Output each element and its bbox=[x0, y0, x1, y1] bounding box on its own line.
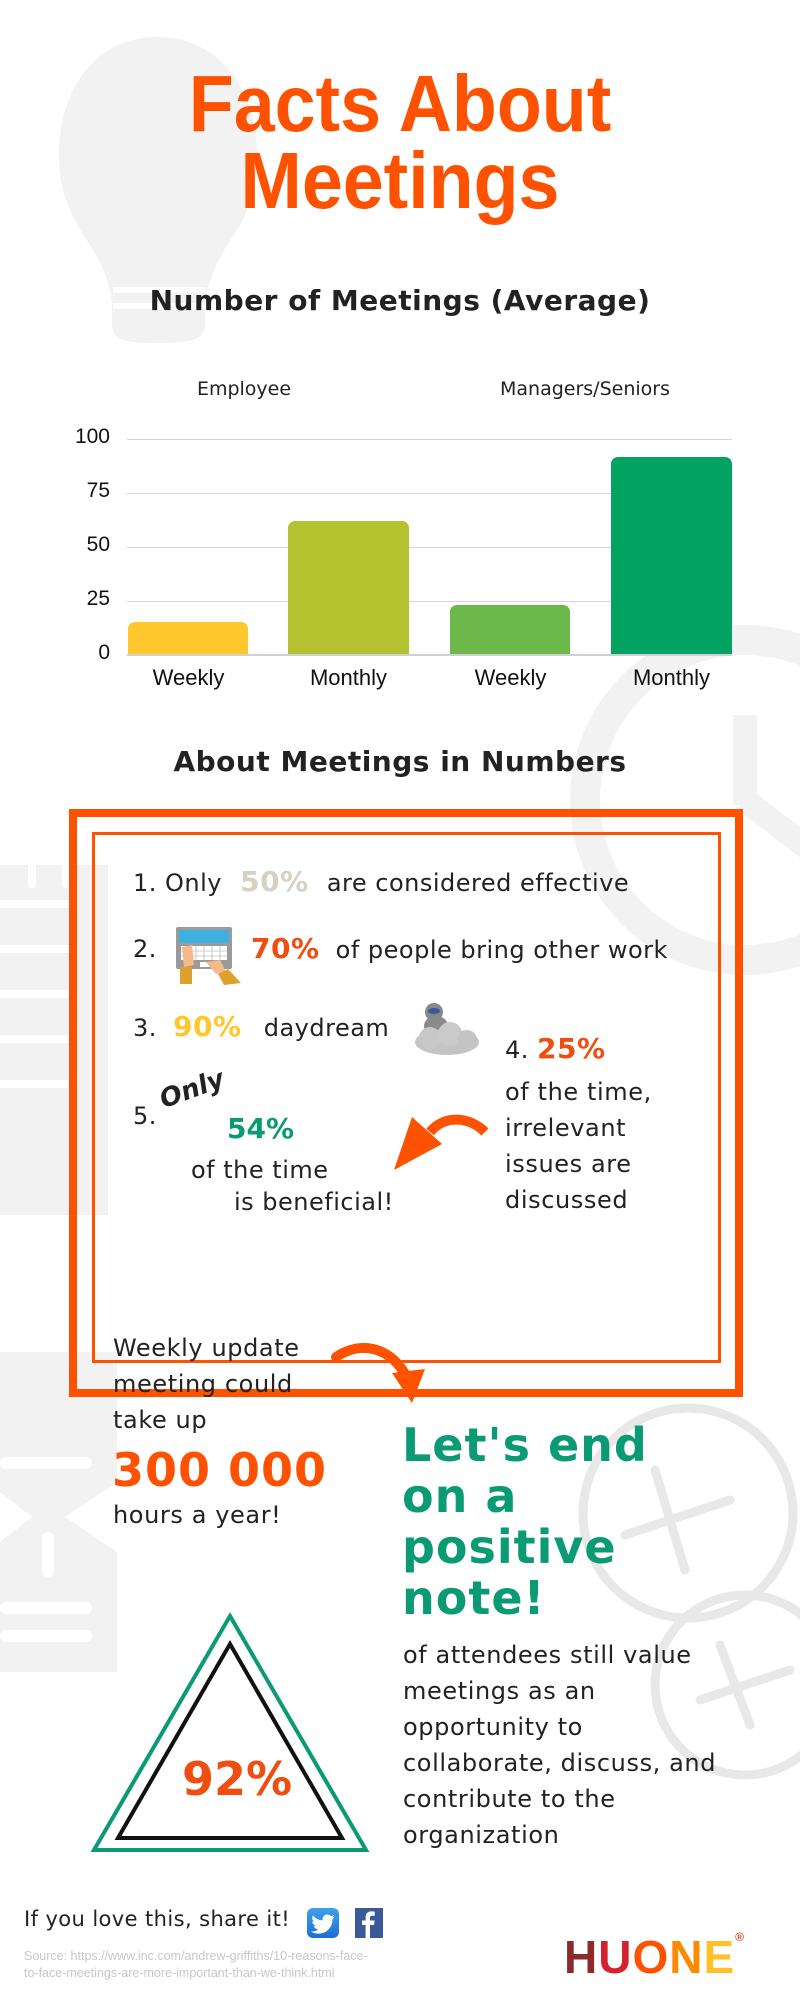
share-text: If you love this, share it! bbox=[24, 1907, 291, 1931]
x-label: Weekly bbox=[152, 665, 225, 690]
x-label: Monthly bbox=[309, 665, 388, 690]
gridline bbox=[127, 493, 732, 494]
fact-3-pct: 90% bbox=[173, 1010, 242, 1043]
source-citation: Source: https://www.inc.com/andrew-griff… bbox=[24, 1949, 368, 1980]
triangle-frame-icon bbox=[90, 1612, 370, 1852]
chart-group-managers: Managers/Seniors bbox=[500, 378, 670, 400]
fact-5-number: 5. bbox=[133, 1102, 157, 1130]
fact-2-text: of people bring other work bbox=[335, 936, 668, 964]
positive-heading: Let's end on a positive note! bbox=[402, 1418, 648, 1625]
fact-4-pct: 25% bbox=[537, 1032, 606, 1065]
fact-4-text: of the time, irrelevant issues are discu… bbox=[505, 1078, 652, 1214]
chart-group-employee: Employee bbox=[196, 378, 292, 400]
fact-2-pct: 70% bbox=[251, 932, 320, 965]
y-tick: 50 bbox=[86, 533, 110, 556]
x-axis bbox=[127, 654, 732, 656]
laptop-hands-icon bbox=[176, 927, 241, 985]
weekly-update-text: Weekly update meeting could take up bbox=[113, 1334, 300, 1434]
fact-1-number: 1. Only bbox=[133, 869, 222, 897]
curved-arrow-down-icon bbox=[331, 1343, 425, 1403]
fact-1: 1. Only 50% are considered effective bbox=[133, 865, 629, 898]
fact-3-number: 3. bbox=[133, 1014, 157, 1042]
numbers-section-title: About Meetings in Numbers bbox=[173, 745, 627, 778]
positive-description: of attendees still value meetings as an … bbox=[403, 1641, 717, 1849]
daydream-cloud-icon bbox=[415, 1003, 479, 1055]
gridline bbox=[127, 439, 732, 440]
bar-managers-weekly bbox=[450, 605, 570, 654]
facebook-icon bbox=[362, 1911, 375, 1938]
page-title-line1: Facts About bbox=[188, 59, 612, 148]
y-tick: 25 bbox=[86, 587, 110, 610]
facebook-share-button[interactable] bbox=[355, 1908, 383, 1938]
fact-5-line1: of the time bbox=[191, 1156, 329, 1184]
fact-3-text: daydream bbox=[263, 1014, 390, 1042]
fact-1-text: are considered effective bbox=[326, 869, 630, 897]
fact-2: 2. bbox=[133, 935, 157, 963]
hours-big-number: 300 000 bbox=[112, 1443, 328, 1497]
twitter-icon bbox=[311, 1914, 335, 1934]
bar-employee-weekly bbox=[128, 622, 248, 654]
fact-5-pct: 54% bbox=[227, 1112, 295, 1145]
fact-2-body: 70% of people bring other work bbox=[251, 932, 668, 965]
y-tick: 100 bbox=[74, 425, 110, 448]
fact-5-line2: is beneficial! bbox=[234, 1188, 394, 1216]
twitter-share-button[interactable] bbox=[307, 1908, 339, 1938]
fact-2-number: 2. bbox=[133, 935, 157, 963]
x-label: Monthly bbox=[632, 665, 711, 690]
facts-frame-inner bbox=[92, 832, 721, 1363]
hours-tail: hours a year! bbox=[113, 1501, 282, 1529]
curved-arrow-left-icon bbox=[394, 1114, 489, 1170]
gridline bbox=[127, 601, 732, 602]
fact-4: 4. 25% bbox=[505, 1032, 606, 1065]
y-tick: 75 bbox=[86, 479, 110, 502]
x-label: Weekly bbox=[474, 665, 547, 690]
fact-4-number: 4. bbox=[505, 1036, 529, 1064]
huone-logo: HUONE® bbox=[564, 1930, 746, 1983]
y-tick: 0 bbox=[98, 641, 110, 664]
attendee-pct: 92% bbox=[182, 1752, 293, 1806]
gridline bbox=[127, 547, 732, 548]
fact-1-pct: 50% bbox=[240, 865, 309, 898]
bar-managers-monthly bbox=[611, 457, 732, 654]
chart-title: Number of Meetings (Average) bbox=[149, 284, 651, 317]
page-title-line2: Meetings bbox=[240, 136, 560, 225]
bar-employee-monthly bbox=[288, 521, 409, 654]
fact-3: 3. 90% daydream bbox=[133, 1010, 389, 1043]
